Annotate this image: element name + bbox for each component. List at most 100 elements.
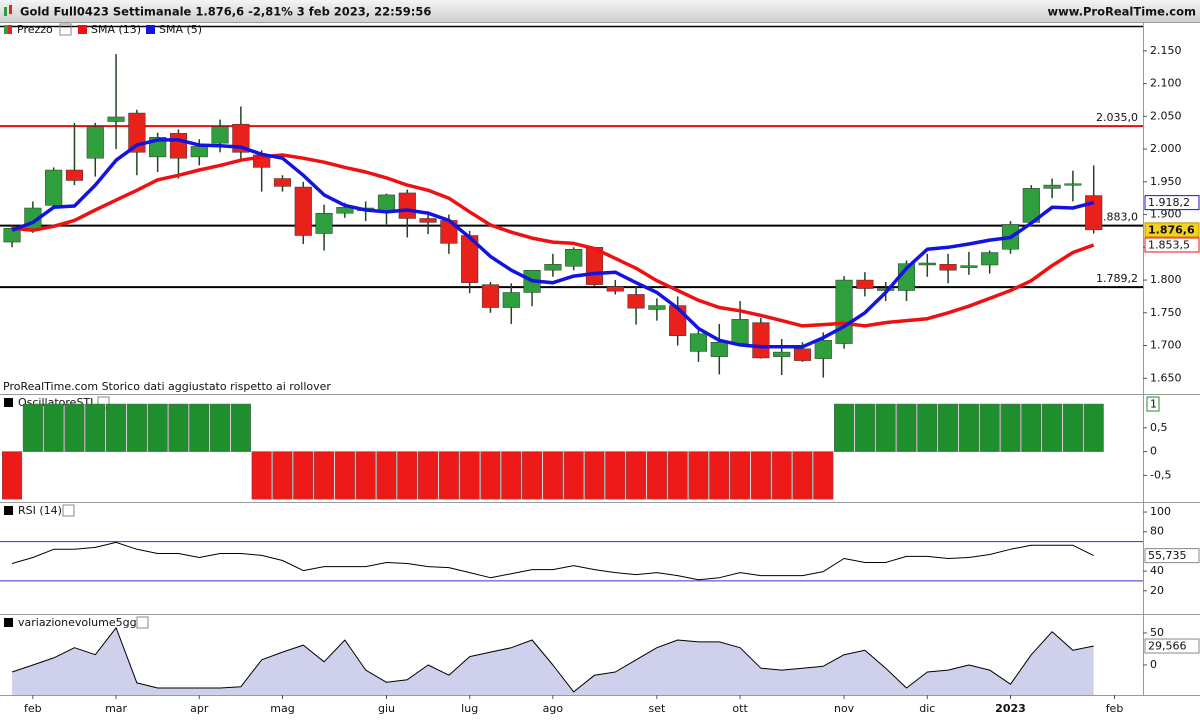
header-site[interactable]: www.ProRealTime.com [1047,5,1196,19]
y-tick-label: 100 [1150,505,1171,518]
x-tick-label: feb [24,702,42,715]
header-bar [0,0,1200,22]
horizontal-line-label: 2.035,0 [1096,111,1138,124]
oscillator-bar [147,403,168,452]
value-badge [1144,638,1200,654]
y-tick-label: 0 [1150,658,1157,671]
oscillator-bar [1083,403,1104,452]
oscillator-bar [22,403,43,452]
line-series [11,153,1095,328]
header-title: Gold Full0423 Settimanale 1.876,6 -2,81%… [20,5,431,19]
oscillator-bar [397,451,418,500]
oscillator-bar [1042,403,1063,452]
candle-body [856,279,874,289]
oscillator-bar [667,451,688,500]
oscillator-bar [563,451,584,500]
oscillator-bar [230,403,251,452]
oscillator-bar [522,451,543,500]
oscillator-bar [126,403,147,452]
y-tick-label: 40 [1150,564,1164,577]
horizontal-line-label: 1.789,2 [1096,272,1138,285]
candle-body [960,265,978,268]
x-tick-label: feb [1106,702,1124,715]
candle-body [1064,183,1082,186]
y-tick-label: 1.750 [1150,306,1182,319]
candle-body [1085,195,1103,231]
x-tick-label: set [648,702,665,715]
y-tick-label: 1.700 [1150,339,1182,352]
horizontal-line-label: 1.883,0 [1096,211,1138,224]
y-tick-label: 2.000 [1150,142,1182,155]
candle-body [648,305,666,310]
oscillator-bar [1062,403,1083,452]
oscillator-bar [896,403,917,452]
oscillator-bar [854,403,875,452]
header-icon [4,5,12,16]
legend-swatch [8,25,12,34]
oscillator-bar [730,451,751,500]
panel-title: RSI (14) [18,504,62,517]
candle-body [793,348,812,361]
oscillator-bar [917,403,938,452]
legend-swatch [146,25,155,34]
value-badge-label: 29,566 [1148,640,1187,653]
oscillator-bar [875,403,896,452]
y-tick-label: 50 [1150,626,1164,639]
y-tick-label: 0 [1150,445,1157,458]
value-badge [1144,195,1200,211]
oscillator-bar [1000,403,1021,452]
candle-body [45,169,63,206]
oscillator-bar [459,451,480,500]
x-tick-label: giu [378,702,395,715]
x-tick-label: apr [190,702,209,715]
value-badge [1144,237,1200,253]
oscillator-bar [979,403,1000,452]
oscillator-bar [813,451,834,500]
y-tick-label: 80 [1150,525,1164,538]
settings-icon[interactable] [136,616,149,629]
value-badge-label: 1.918,2 [1148,196,1190,209]
panel-icon [4,618,13,627]
candle-body [481,284,500,308]
oscillator-bar [605,451,626,500]
line-series [11,627,1094,693]
x-tick-label: nov [834,702,855,715]
candle-body [211,126,229,144]
legend-label: SMA (5) [159,23,202,36]
y-tick-label: -0,5 [1150,468,1171,481]
candle-body [544,264,562,271]
candle-body [710,342,728,357]
oscillator-bar [646,451,667,500]
oscillator-bar [106,403,127,452]
settings-icon[interactable] [62,504,75,517]
candle-body [773,351,791,357]
oscillator-bar [584,451,605,500]
oscillator-bar [376,451,397,500]
x-tick-label: mag [270,702,294,715]
candle-body [336,207,354,214]
candle-body [835,279,853,344]
candle-body [398,192,416,219]
candle-body [731,319,749,344]
candle-body [273,178,292,187]
oscillator-bar [792,451,813,500]
line-series [11,138,1095,349]
panel-frames [0,22,1200,696]
value-badge-label: 1.853,5 [1148,239,1190,252]
candle-body [814,340,832,359]
value-badge [1144,222,1200,238]
oscillator-bar [938,403,959,452]
oscillator-bar [418,451,439,500]
oscillator-bar [210,403,231,452]
panel-title: variazionevolume5gg [18,616,137,629]
settings-icon[interactable] [59,23,72,36]
candle-body [107,116,125,122]
line-series [11,541,1094,581]
legend: Prezzo SMA (13) SMA (5) [4,23,202,36]
oscillator-bar [542,451,563,500]
x-tick-label: 2023 [995,702,1026,715]
oscillator-bar [85,403,106,452]
